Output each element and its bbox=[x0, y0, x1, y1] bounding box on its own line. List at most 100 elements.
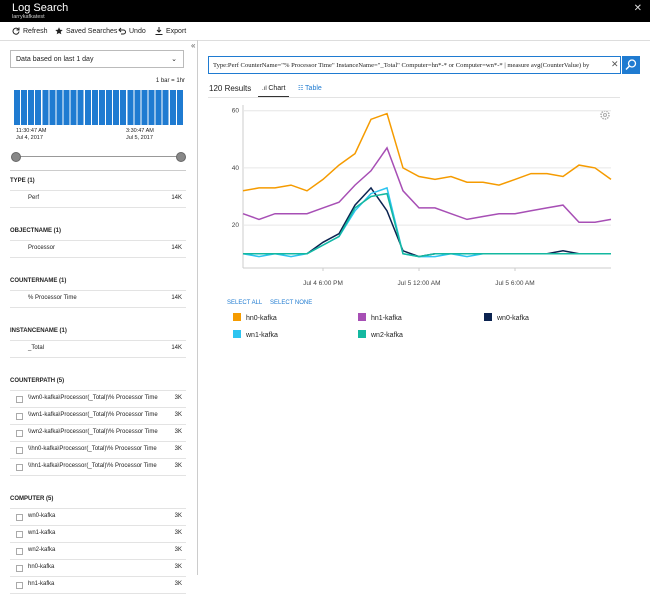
facet-item-label: _Total bbox=[28, 345, 45, 351]
checkbox[interactable] bbox=[16, 447, 23, 454]
time-range-dropdown[interactable]: Data based on last 1 day ⌄ bbox=[10, 50, 184, 68]
facet-item[interactable]: \\hn0-kafka\Processor(_Total)\% Processo… bbox=[10, 441, 186, 458]
checkbox[interactable] bbox=[16, 582, 23, 589]
facet-item[interactable]: hn1-kafka 3K bbox=[10, 576, 186, 593]
select-none[interactable]: SELECT NONE bbox=[270, 300, 313, 306]
facet-item[interactable]: \\hn1-kafka\Processor(_Total)\% Processo… bbox=[10, 458, 186, 475]
slider-handle[interactable] bbox=[11, 152, 21, 162]
facet-item[interactable]: \\wn0-kafka\Processor(_Total)\% Processo… bbox=[10, 390, 186, 407]
search-button[interactable] bbox=[622, 56, 640, 74]
facet-header: TYPE (1) bbox=[10, 178, 35, 184]
facet-item-label: \\hn1-kafka\Processor(_Total)\% Processo… bbox=[28, 463, 157, 469]
legend-swatch bbox=[484, 313, 492, 321]
facet: COMPUTER (5) wn0-kafka 3K wn1-kafka 3K wn2-ka… bbox=[10, 491, 186, 594]
bar-size: 1 bar = 1hr bbox=[155, 78, 185, 84]
collapse-button[interactable]: « bbox=[191, 41, 196, 50]
series-line bbox=[242, 186, 611, 258]
select-all[interactable]: SELECT ALL bbox=[227, 300, 263, 306]
facet-item[interactable]: Processor 14K bbox=[10, 240, 186, 257]
facet-item[interactable]: hn0-kafka 3K bbox=[10, 559, 186, 576]
facet-header: COUNTERPATH (5) bbox=[10, 378, 65, 384]
refresh-button[interactable]: Refresh bbox=[12, 27, 48, 35]
clear-query[interactable]: ✕ bbox=[611, 59, 619, 69]
checkbox[interactable] bbox=[16, 413, 23, 420]
facet-item[interactable]: wn1-kafka 3K bbox=[10, 525, 186, 542]
x-tick-label: Jul 5 6:00 AM bbox=[495, 280, 534, 287]
legend-item[interactable]: hn0-kafka bbox=[233, 313, 277, 322]
checkbox[interactable] bbox=[16, 430, 23, 437]
legend-label: hn0-kafka bbox=[246, 315, 277, 322]
facet-item-label: \\wn0-kafka\Processor(_Total)\% Processo… bbox=[28, 395, 158, 401]
facet-item-count: 3K bbox=[174, 530, 182, 536]
checkbox[interactable] bbox=[16, 548, 23, 555]
time-range-value: Data based on last 1 day bbox=[16, 56, 94, 63]
facet: INSTANCENAME (1) _Total 14K bbox=[10, 323, 186, 358]
checkbox[interactable] bbox=[16, 565, 23, 572]
query-box[interactable]: Type:Perf CounterName="% Processor Time"… bbox=[208, 56, 621, 74]
legend-item[interactable]: wn0-kafka bbox=[484, 313, 529, 322]
facet-item[interactable]: Perf 14K bbox=[10, 190, 186, 207]
facet: TYPE (1) Perf 14K bbox=[10, 173, 186, 208]
tab-divider bbox=[208, 97, 620, 98]
facet-item-label: wn0-kafka bbox=[28, 513, 56, 519]
x-tick-label: Jul 4 6:00 PM bbox=[303, 280, 343, 287]
facet-item-count: 3K bbox=[174, 395, 182, 401]
chart-tab-label: Chart bbox=[268, 85, 286, 92]
checkbox[interactable] bbox=[16, 514, 23, 521]
y-tick-label: 40 bbox=[232, 165, 240, 172]
facets: TYPE (1) Perf 14K OBJECTNAME (1) Processor 14… bbox=[10, 170, 186, 609]
histogram-end: 3:30:47 AM Jul 5, 2017 bbox=[126, 128, 154, 142]
legend-swatch bbox=[358, 330, 366, 338]
facet-item-count: 14K bbox=[171, 295, 182, 301]
facet-item[interactable]: \\wn1-kafka\Processor(_Total)\% Processo… bbox=[10, 407, 186, 424]
facet-header: COUNTERNAME (1) bbox=[10, 278, 67, 284]
facet-item[interactable]: wn2-kafka 3K bbox=[10, 542, 186, 559]
facet-item[interactable]: % Processor Time 14K bbox=[10, 290, 186, 307]
legend-item[interactable]: wn1-kafka bbox=[233, 330, 278, 339]
saved-searches-button[interactable]: Saved Searches bbox=[55, 27, 117, 35]
facet-item-count: 3K bbox=[174, 412, 182, 418]
legend-item[interactable]: wn2-kafka bbox=[358, 330, 403, 339]
facet-item[interactable]: _Total 14K bbox=[10, 340, 186, 357]
facet: COUNTERPATH (5) \\wn0-kafka\Processor(_To… bbox=[10, 373, 186, 476]
export-label: Export bbox=[166, 28, 187, 35]
table-tab-label: Table bbox=[305, 85, 322, 92]
facet-item-count: 14K bbox=[171, 195, 182, 201]
facet-item-label: hn1-kafka bbox=[28, 581, 55, 587]
slider-handle[interactable] bbox=[176, 152, 186, 162]
time-histogram[interactable] bbox=[14, 90, 184, 125]
refresh-label: Refresh bbox=[23, 28, 48, 35]
facet-header: INSTANCENAME (1) bbox=[10, 328, 67, 334]
legend-swatch bbox=[233, 330, 241, 338]
title: Log Search bbox=[12, 2, 69, 14]
checkbox[interactable] bbox=[16, 464, 23, 471]
export-button[interactable]: Export bbox=[155, 27, 186, 35]
facet-item-label: \\hn0-kafka\Processor(_Total)\% Processo… bbox=[28, 446, 157, 452]
close-button[interactable]: ✕ bbox=[633, 3, 642, 14]
legend-item[interactable]: hn1-kafka bbox=[358, 313, 402, 322]
toolbar: Refresh Saved Searches Undo Export bbox=[0, 22, 650, 41]
y-tick-label: 20 bbox=[232, 222, 240, 229]
facet-item-label: \\wn1-kafka\Processor(_Total)\% Processo… bbox=[28, 412, 158, 418]
chevron: ⌄ bbox=[171, 56, 177, 63]
facet-item[interactable]: \\wn2-kafka\Processor(_Total)\% Processo… bbox=[10, 424, 186, 441]
header: Log Search larrykafkatest ✕ bbox=[0, 0, 650, 22]
result-count: 120 Results bbox=[209, 84, 252, 93]
series-line bbox=[242, 112, 612, 192]
checkbox[interactable] bbox=[16, 396, 23, 403]
checkbox[interactable] bbox=[16, 531, 23, 538]
facet-item-label: Perf bbox=[28, 195, 40, 201]
facet-item-count: 3K bbox=[174, 513, 182, 519]
table-tab[interactable]: ☷ Table bbox=[298, 85, 322, 92]
facet: COUNTERNAME (1) % Processor Time 14K bbox=[10, 273, 186, 308]
filter-panel: « Data based on last 1 day ⌄ 1 bar = 1hr … bbox=[0, 40, 198, 594]
facet: OBJECTNAME (1) Processor 14K bbox=[10, 223, 186, 258]
facet-item-label: Processor bbox=[28, 245, 56, 251]
facet-header: COMPUTER (5) bbox=[10, 496, 54, 502]
facet-item-count: 3K bbox=[174, 429, 182, 435]
start-date: Jul 4, 2017 bbox=[16, 135, 43, 141]
legend-label: wn0-kafka bbox=[497, 315, 529, 322]
settings-icon[interactable] bbox=[600, 110, 610, 120]
undo-button[interactable]: Undo bbox=[118, 27, 146, 35]
facet-item[interactable]: wn0-kafka 3K bbox=[10, 508, 186, 525]
